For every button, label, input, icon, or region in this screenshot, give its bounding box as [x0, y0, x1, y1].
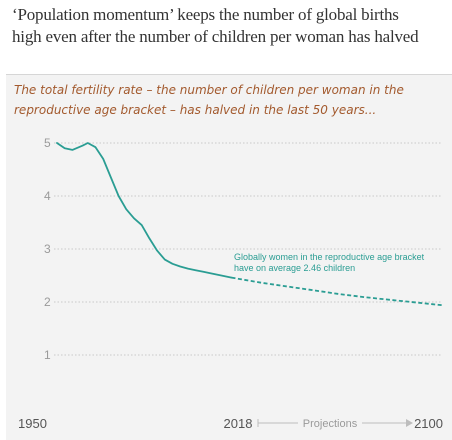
series-lines: [56, 142, 443, 307]
annotation: Globally women in the reproductive age b…: [234, 252, 425, 273]
y-tick-5: 5: [44, 136, 51, 150]
projection-label: Projections: [303, 418, 358, 430]
annotation-line-1: have on average 2.46 children: [234, 263, 355, 273]
chart-title: ‘Population momentum’ keeps the number o…: [12, 5, 419, 46]
annotation-line-0: Globally women in the reproductive age b…: [234, 252, 425, 262]
y-tick-3: 3: [44, 242, 51, 256]
grid-lines: [54, 142, 442, 356]
chart-subtitle: The total fertility rate – the number of…: [14, 83, 404, 117]
x-tick-1950: 1950: [18, 416, 47, 431]
x-tick-labels: 1950 2018 2100: [18, 416, 443, 431]
projection-arrowhead: [406, 419, 413, 427]
x-tick-2018: 2018: [224, 416, 253, 431]
series-0-projection-line: [231, 276, 443, 307]
series-0-historical-line: [56, 142, 233, 279]
y-tick-4: 4: [44, 189, 51, 203]
projection-arrow: Projections: [257, 418, 413, 430]
y-tick-1: 1: [44, 348, 51, 362]
y-tick-2: 2: [44, 295, 51, 309]
x-tick-2100: 2100: [414, 416, 443, 431]
chart-panel: [6, 74, 452, 440]
y-tick-labels: 1 2 3 4 5: [44, 136, 51, 362]
